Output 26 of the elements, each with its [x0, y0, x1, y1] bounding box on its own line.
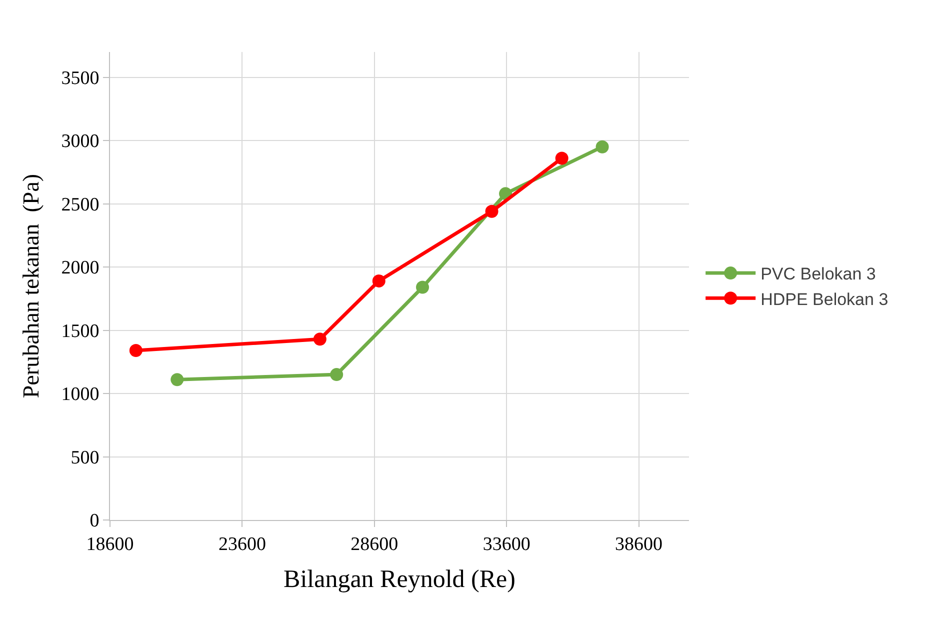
y-tick-label: 2500 — [61, 194, 100, 216]
x-tick-label: 23600 — [218, 534, 266, 555]
point — [555, 152, 568, 165]
y-tick-label: 1000 — [61, 384, 100, 406]
x-tick-label: 38600 — [615, 534, 663, 555]
y-tick-label: 2000 — [61, 258, 100, 279]
y-tick-label: 500 — [70, 447, 100, 468]
point — [129, 344, 142, 358]
legend-label: PVC Belokan 3 — [760, 264, 876, 284]
legend-label: HDPE Belokan 3 — [760, 290, 888, 309]
x-axis-title: Bilangan Reynold (Re) — [284, 566, 516, 593]
y-axis-title: Perubahan tekanan (Pa) — [18, 174, 44, 398]
point — [170, 373, 184, 386]
y-tick-label: 1500 — [61, 320, 100, 342]
y-tick-label: 3500 — [61, 68, 100, 89]
y-tick-label: 0 — [90, 510, 100, 532]
x-tick-label: 33600 — [482, 534, 530, 555]
x-tick-label: 28600 — [350, 534, 398, 555]
point — [372, 274, 386, 288]
x-tick-label: 18600 — [86, 534, 134, 555]
y-tick-label: 3000 — [61, 131, 100, 152]
point — [330, 368, 344, 382]
point — [416, 280, 429, 294]
point — [596, 140, 609, 154]
point — [313, 332, 326, 346]
point — [485, 204, 498, 218]
